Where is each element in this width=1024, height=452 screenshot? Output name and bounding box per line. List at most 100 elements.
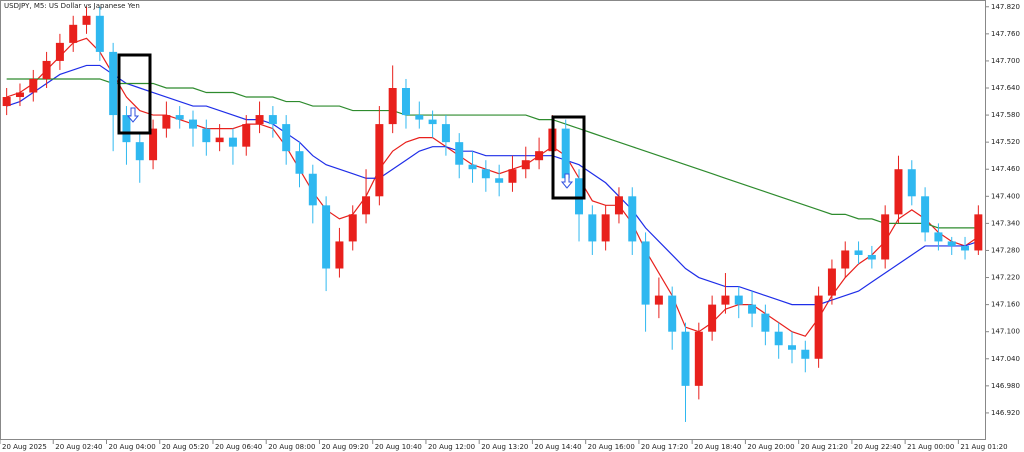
x-tick-label: 20 Aug 05:20: [162, 443, 209, 451]
candle-body: [149, 128, 158, 161]
candle-body: [867, 254, 876, 260]
candle-body: [694, 331, 703, 386]
candle-body: [628, 196, 637, 242]
candle-body: [907, 169, 916, 197]
candle-body: [215, 137, 224, 143]
candle-body: [601, 214, 610, 242]
candle-body: [481, 169, 490, 179]
y-tick-label: 147.220: [991, 274, 1020, 282]
candle-body: [614, 196, 623, 215]
x-tick-label: 20 Aug 12:00: [428, 443, 475, 451]
candle-body: [268, 115, 277, 125]
x-tick-label: 20 Aug 02:40: [55, 443, 102, 451]
y-tick-label: 147.760: [991, 30, 1020, 38]
y-tick-label: 147.640: [991, 84, 1020, 92]
candle-body: [441, 124, 450, 143]
candle-body: [561, 128, 570, 179]
x-tick-label: 20 Aug 08:00: [268, 443, 315, 451]
candle-body: [255, 115, 264, 125]
y-tick-label: 147.160: [991, 301, 1020, 309]
candle-body: [788, 345, 796, 350]
candle-body: [388, 88, 397, 125]
candle-body: [401, 88, 410, 116]
candle-body: [801, 349, 810, 359]
plot-frame: [0, 0, 986, 440]
highlight-box: [117, 53, 152, 135]
candle-body: [322, 205, 331, 269]
candle-body: [854, 250, 863, 255]
candle-body: [495, 178, 504, 183]
x-tick-label: 20 Aug 20:00: [747, 443, 794, 451]
candle-body: [295, 151, 304, 174]
candle-body: [881, 214, 890, 260]
candle-body: [162, 115, 171, 129]
x-tick-label: 20 Aug 22:40: [854, 443, 901, 451]
candle-body: [535, 151, 544, 161]
x-tick-label: 20 Aug 2025: [2, 443, 47, 451]
candle-body: [947, 241, 956, 246]
y-tick-label: 147.580: [991, 111, 1020, 119]
candle-body: [228, 137, 237, 147]
candle-body: [921, 196, 930, 233]
candle-body: [654, 295, 663, 305]
candle-body: [894, 169, 903, 215]
candle-body: [934, 232, 943, 242]
candle-body: [348, 214, 357, 242]
candle-body: [282, 124, 291, 152]
candle-body: [761, 313, 770, 332]
candle-body: [175, 115, 184, 120]
candle-body: [375, 124, 384, 197]
candle-body: [335, 241, 344, 269]
y-tick-label: 147.280: [991, 246, 1020, 254]
x-tick-label: 20 Aug 14:40: [534, 443, 581, 451]
candle-body: [974, 214, 983, 251]
x-tick-label: 20 Aug 18:40: [694, 443, 741, 451]
candle-body: [455, 142, 464, 165]
y-tick-label: 147.520: [991, 138, 1020, 146]
candle-body: [189, 119, 197, 129]
candle-body: [15, 92, 24, 98]
x-tick-label: 20 Aug 06:40: [215, 443, 262, 451]
sell-arrow: [560, 173, 574, 189]
candle-body: [961, 245, 970, 251]
candle-body: [415, 115, 424, 120]
candle-body: [29, 78, 38, 93]
x-tick-label: 21 Aug 01:20: [960, 443, 1007, 451]
y-tick-label: 147.340: [991, 219, 1020, 227]
candle-body: [588, 214, 597, 242]
y-tick-label: 147.460: [991, 165, 1020, 173]
candle-body: [521, 160, 530, 170]
candle-body: [575, 178, 584, 215]
y-tick-label: 147.820: [991, 3, 1020, 11]
candle-body: [508, 169, 517, 183]
candle-body: [428, 119, 437, 125]
candle-body: [708, 304, 717, 332]
y-tick-label: 146.980: [991, 382, 1020, 390]
x-tick-label: 20 Aug 10:40: [375, 443, 422, 451]
candle-body: [2, 97, 11, 107]
candle-body: [641, 241, 650, 305]
y-tick-label: 147.400: [991, 192, 1020, 200]
candle-body: [841, 250, 850, 269]
x-tick-label: 20 Aug 16:00: [588, 443, 635, 451]
candle-body: [734, 295, 743, 305]
candle-body: [42, 60, 51, 79]
candle-body: [95, 15, 104, 52]
y-tick-label: 147.700: [991, 57, 1020, 65]
highlight-box: [551, 115, 586, 200]
candle-body: [748, 304, 757, 314]
marks: [2, 6, 983, 422]
candle-body: [82, 15, 91, 25]
candle-body: [774, 331, 783, 346]
chart-title: USDJPY, M5: US Dollar vs Japanese Yen: [4, 2, 140, 10]
x-tick-label: 20 Aug 21:20: [801, 443, 848, 451]
candle-body: [202, 128, 211, 143]
x-tick-label: 21 Aug 00:00: [907, 443, 954, 451]
candle-body: [468, 164, 477, 170]
candle-body: [681, 331, 690, 386]
candle-body: [242, 124, 251, 147]
candle-body: [55, 42, 64, 61]
candle-body: [109, 51, 118, 116]
